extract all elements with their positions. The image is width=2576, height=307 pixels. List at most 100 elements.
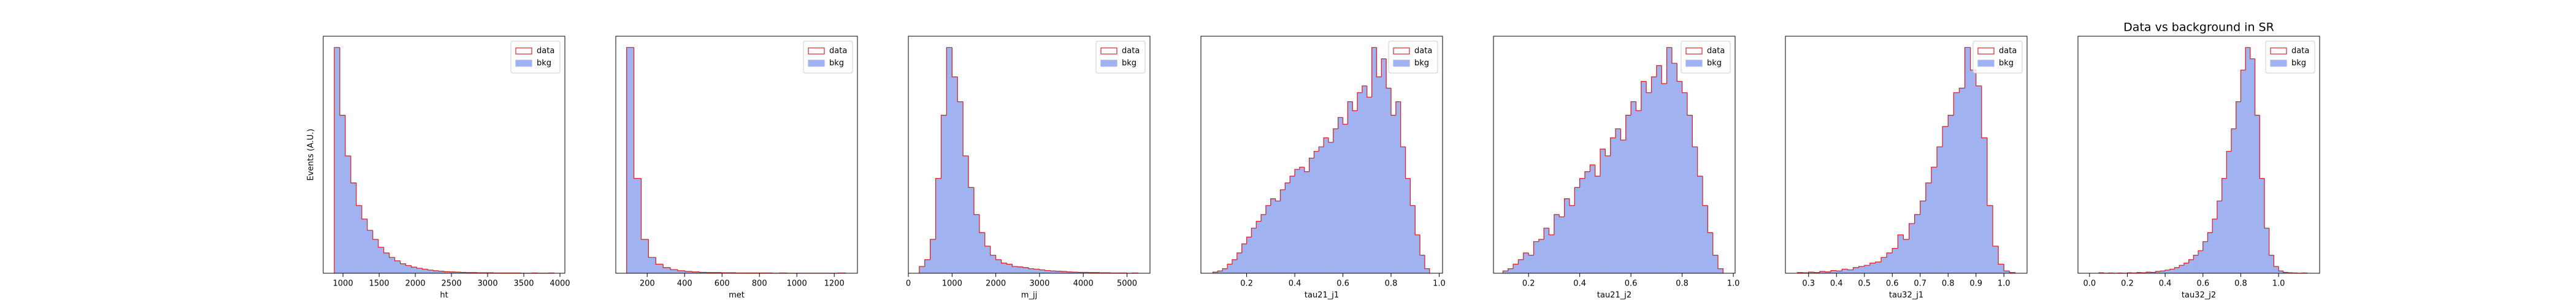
bar [400, 263, 406, 274]
bar [1651, 76, 1657, 274]
x-tick-label: 1.0 [1998, 279, 2011, 289]
x-axis-label: tau32_j1 [1889, 291, 1923, 300]
x-tick-label: 1.0 [1727, 279, 1740, 289]
bar [1533, 241, 1539, 274]
bar [394, 260, 401, 274]
bar [1039, 270, 1046, 274]
step-segment [1841, 268, 1848, 271]
bar [1569, 205, 1575, 274]
step-segment [2264, 178, 2269, 229]
step-segment [1039, 269, 1045, 271]
step-segment [1858, 266, 1865, 268]
bar [1033, 269, 1040, 274]
step-segment [968, 155, 974, 188]
x-axis-label: met [729, 291, 745, 300]
step-segment [1246, 236, 1252, 244]
x-tick-label: 600 [715, 279, 730, 289]
step-segment [2188, 259, 2194, 263]
step-segment [1958, 87, 1965, 93]
x-tick-label: 2000 [405, 279, 426, 289]
bar [1260, 214, 1267, 274]
bar [968, 187, 975, 274]
step-segment [1681, 81, 1687, 93]
bar [2212, 219, 2218, 274]
x-tick-label: 0.6 [1625, 279, 1638, 289]
bar [2260, 178, 2265, 274]
bar [952, 76, 958, 274]
step-segment [1066, 271, 1073, 273]
step-segment [1028, 267, 1034, 270]
bar [2264, 228, 2269, 274]
bar [1299, 166, 1305, 274]
step-segment [1847, 269, 1853, 271]
step-segment [2236, 101, 2241, 129]
x-axis-label: tau21_j2 [1597, 291, 1631, 300]
legend-label: data [1414, 47, 1432, 56]
legend-label: bkg [1414, 59, 1429, 68]
step-segment [1400, 101, 1406, 147]
x-tick-label: 4000 [550, 279, 570, 289]
bar [1022, 267, 1029, 274]
step-segment [427, 269, 434, 271]
x-tick-label: 0.6 [1336, 279, 1349, 289]
legend-swatch [1685, 60, 1703, 67]
bar [2193, 255, 2199, 274]
step-segment [662, 264, 671, 268]
bar [984, 246, 991, 274]
bar [1564, 198, 1570, 274]
bar [995, 259, 1002, 274]
bar [1285, 182, 1290, 274]
bar [1641, 81, 1647, 274]
bar [383, 252, 389, 274]
step-segment [1333, 128, 1338, 142]
step-segment [1424, 255, 1430, 273]
step-segment [1347, 101, 1353, 125]
step-segment [1395, 101, 1401, 115]
bar [1687, 115, 1693, 274]
step-segment [1270, 198, 1276, 206]
bar [1656, 65, 1662, 274]
legend-label: bkg [1122, 59, 1137, 68]
step-segment [2174, 267, 2180, 270]
step-segment [405, 263, 412, 266]
step-segment [339, 47, 345, 116]
bar [1620, 139, 1627, 274]
step-segment [1342, 117, 1348, 125]
x-tick-label: 800 [752, 279, 767, 289]
legend-swatch [808, 60, 825, 67]
bar [1265, 205, 1271, 274]
panel: 0.3 0.4 0.5 0.6 0.7 0.8 0.9 1.0 tau32_j1 data bkg [1785, 36, 2028, 300]
step-segment [1548, 228, 1554, 236]
bar [1875, 262, 1882, 274]
x-tick-label: 0.4 [1830, 279, 1843, 289]
bar [648, 257, 656, 274]
step-segment [1381, 58, 1387, 77]
step-segment [1641, 80, 1647, 111]
bar [2250, 58, 2255, 274]
step-segment [1600, 149, 1606, 176]
step-segment [1953, 92, 1960, 115]
bar [334, 47, 340, 274]
bar [1697, 176, 1703, 274]
step-segment [957, 77, 964, 103]
bar [1275, 201, 1281, 274]
x-tick-label: 1.0 [1433, 279, 1446, 289]
bar [1376, 76, 1382, 274]
step-segment [1212, 271, 1218, 273]
step-segment [2193, 254, 2199, 260]
step-segment [1308, 157, 1314, 172]
axes-frame [908, 36, 1151, 274]
step-segment [1886, 252, 1893, 258]
step-segment [416, 267, 423, 269]
bar [411, 266, 417, 274]
bar [2245, 47, 2251, 274]
bar [1959, 88, 1965, 274]
bar [1925, 182, 1932, 274]
step-segment [2198, 250, 2203, 255]
bar [662, 267, 671, 274]
bar [1309, 158, 1314, 274]
axes-frame [1785, 36, 2028, 274]
bar [1942, 126, 1949, 274]
step-segment [2250, 47, 2255, 60]
step-segment [1328, 138, 1333, 143]
